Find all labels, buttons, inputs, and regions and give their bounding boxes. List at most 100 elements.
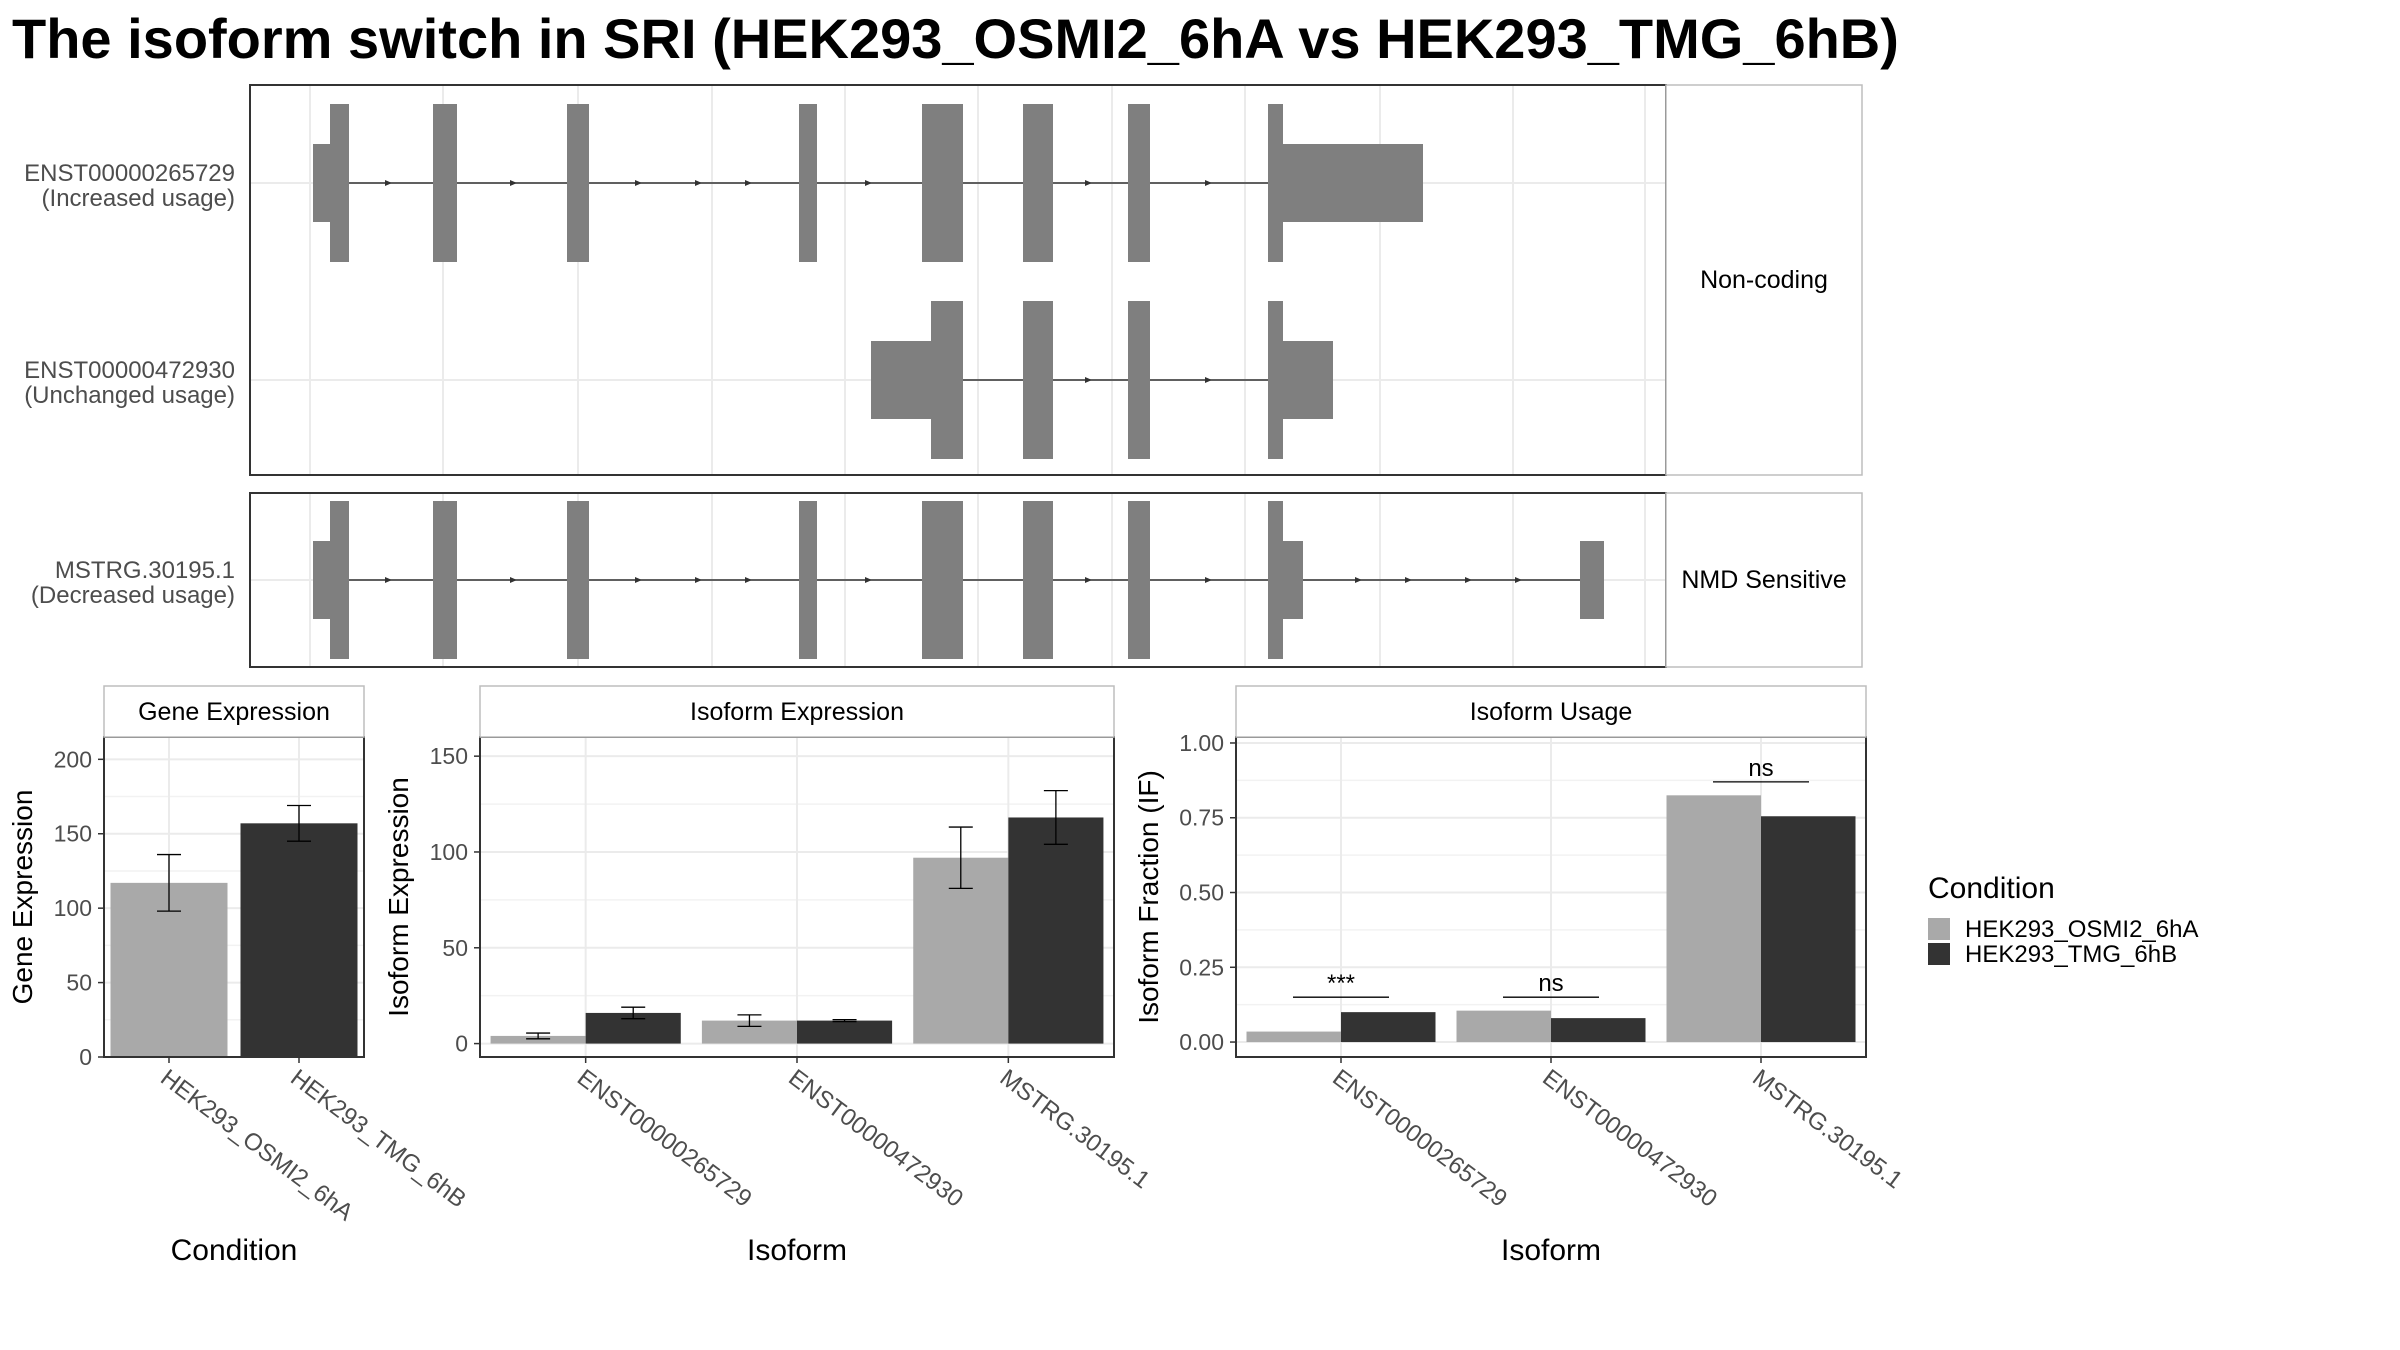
bar [1341, 1012, 1436, 1043]
y-tick-label: 1.00 [1179, 730, 1224, 756]
y-tick-label: 0 [79, 1044, 92, 1070]
y-tick-label: 100 [54, 895, 92, 921]
bar [797, 1020, 893, 1044]
direction-arrow [510, 180, 517, 186]
y-tick-label: 0.25 [1179, 954, 1224, 980]
direction-arrow [1085, 577, 1092, 583]
panel-title: Isoform Expression [690, 698, 904, 726]
y-axis-title: Gene Expression [7, 790, 38, 1005]
exon [1283, 341, 1333, 419]
x-tick-label: ENST00000265729 [1327, 1064, 1512, 1212]
y-tick-label: 150 [430, 743, 468, 769]
x-axis-title: Condition [171, 1234, 298, 1267]
exon [922, 501, 963, 659]
direction-arrow [1205, 377, 1212, 383]
figure-title: The isoform switch in SRI (HEK293_OSMI2_… [12, 7, 1899, 70]
exon [330, 501, 349, 659]
legend-label: HEK293_TMG_6hB [1965, 941, 2177, 968]
exon [567, 104, 589, 262]
facet-strip [1665, 84, 1863, 476]
significance-label: ns [1748, 755, 1773, 782]
y-tick-label: 0.00 [1179, 1029, 1224, 1055]
direction-arrow [635, 180, 642, 186]
direction-arrow [510, 577, 517, 583]
direction-arrow [1355, 577, 1362, 583]
bar [1456, 1010, 1551, 1043]
transcript-id-label: ENST00000472930 [24, 357, 235, 384]
exon [313, 541, 330, 619]
exon [567, 501, 589, 659]
facet-strip [479, 685, 1115, 738]
direction-arrow [745, 180, 752, 186]
y-axis-title: Isoform Expression [383, 777, 414, 1017]
transcript-usage-label: (Increased usage) [42, 185, 235, 212]
exon [313, 144, 330, 222]
direction-arrow [1085, 180, 1092, 186]
bar [1761, 816, 1856, 1043]
exon [1283, 144, 1423, 222]
x-tick-label: MSTRG.30195.1 [1747, 1064, 1907, 1194]
x-axis-title: Isoform [747, 1234, 847, 1267]
direction-arrow [865, 180, 872, 186]
direction-arrow [1465, 577, 1472, 583]
direction-arrow [865, 577, 872, 583]
y-tick-label: 0.50 [1179, 880, 1224, 906]
bar [490, 1035, 586, 1044]
y-tick-label: 150 [54, 821, 92, 847]
legend-title: Condition [1928, 872, 2055, 905]
exon [799, 501, 817, 659]
legend-key-tmg [1928, 943, 1950, 965]
x-tick-label: ENST00000472930 [1537, 1064, 1722, 1212]
bar [701, 1020, 797, 1044]
legend-key-osmi2 [1928, 918, 1950, 940]
y-tick-label: 50 [66, 970, 92, 996]
facet-strip [1235, 685, 1867, 738]
exon [1023, 501, 1053, 659]
panel-title: Isoform Usage [1470, 698, 1633, 726]
direction-arrow [745, 577, 752, 583]
x-tick-label: MSTRG.30195.1 [995, 1064, 1155, 1194]
exon [1128, 501, 1150, 659]
exon [931, 301, 963, 459]
bar [1008, 817, 1104, 1044]
exon [1268, 501, 1283, 659]
transcript-usage-label: (Decreased usage) [31, 582, 235, 609]
y-tick-label: 50 [442, 935, 468, 961]
transcript-usage-label: (Unchanged usage) [24, 382, 235, 409]
y-tick-label: 100 [430, 839, 468, 865]
legend-label: HEK293_OSMI2_6hA [1965, 916, 2198, 943]
transcript-id-label: ENST00000265729 [24, 160, 235, 187]
bar [1666, 795, 1761, 1043]
exon [922, 104, 963, 262]
exon [330, 104, 349, 262]
direction-arrow [385, 180, 392, 186]
direction-arrow [1205, 180, 1212, 186]
exon [1268, 301, 1283, 459]
direction-arrow [1085, 377, 1092, 383]
significance-label: ns [1538, 970, 1563, 997]
exon [1023, 301, 1053, 459]
panel-title: Gene Expression [138, 698, 330, 726]
direction-arrow [385, 577, 392, 583]
direction-arrow [635, 577, 642, 583]
facet-strip-label: NMD Sensitive [1681, 566, 1846, 594]
direction-arrow [1205, 577, 1212, 583]
exon [433, 501, 457, 659]
x-tick-label: ENST00000472930 [783, 1064, 968, 1212]
facet-strip [1665, 492, 1863, 668]
direction-arrow [695, 180, 702, 186]
exon [433, 104, 457, 262]
y-tick-label: 0.75 [1179, 805, 1224, 831]
exon [1580, 541, 1604, 619]
exon [871, 341, 931, 419]
exon [1023, 104, 1053, 262]
bar [1246, 1031, 1341, 1043]
exon [1283, 541, 1303, 619]
y-axis-title: Isoform Fraction (IF) [1133, 770, 1164, 1024]
facet-strip [103, 685, 365, 738]
direction-arrow [695, 577, 702, 583]
significance-label: *** [1327, 970, 1355, 997]
transcript-id-label: MSTRG.30195.1 [55, 557, 235, 584]
x-tick-label: ENST00000265729 [572, 1064, 757, 1212]
